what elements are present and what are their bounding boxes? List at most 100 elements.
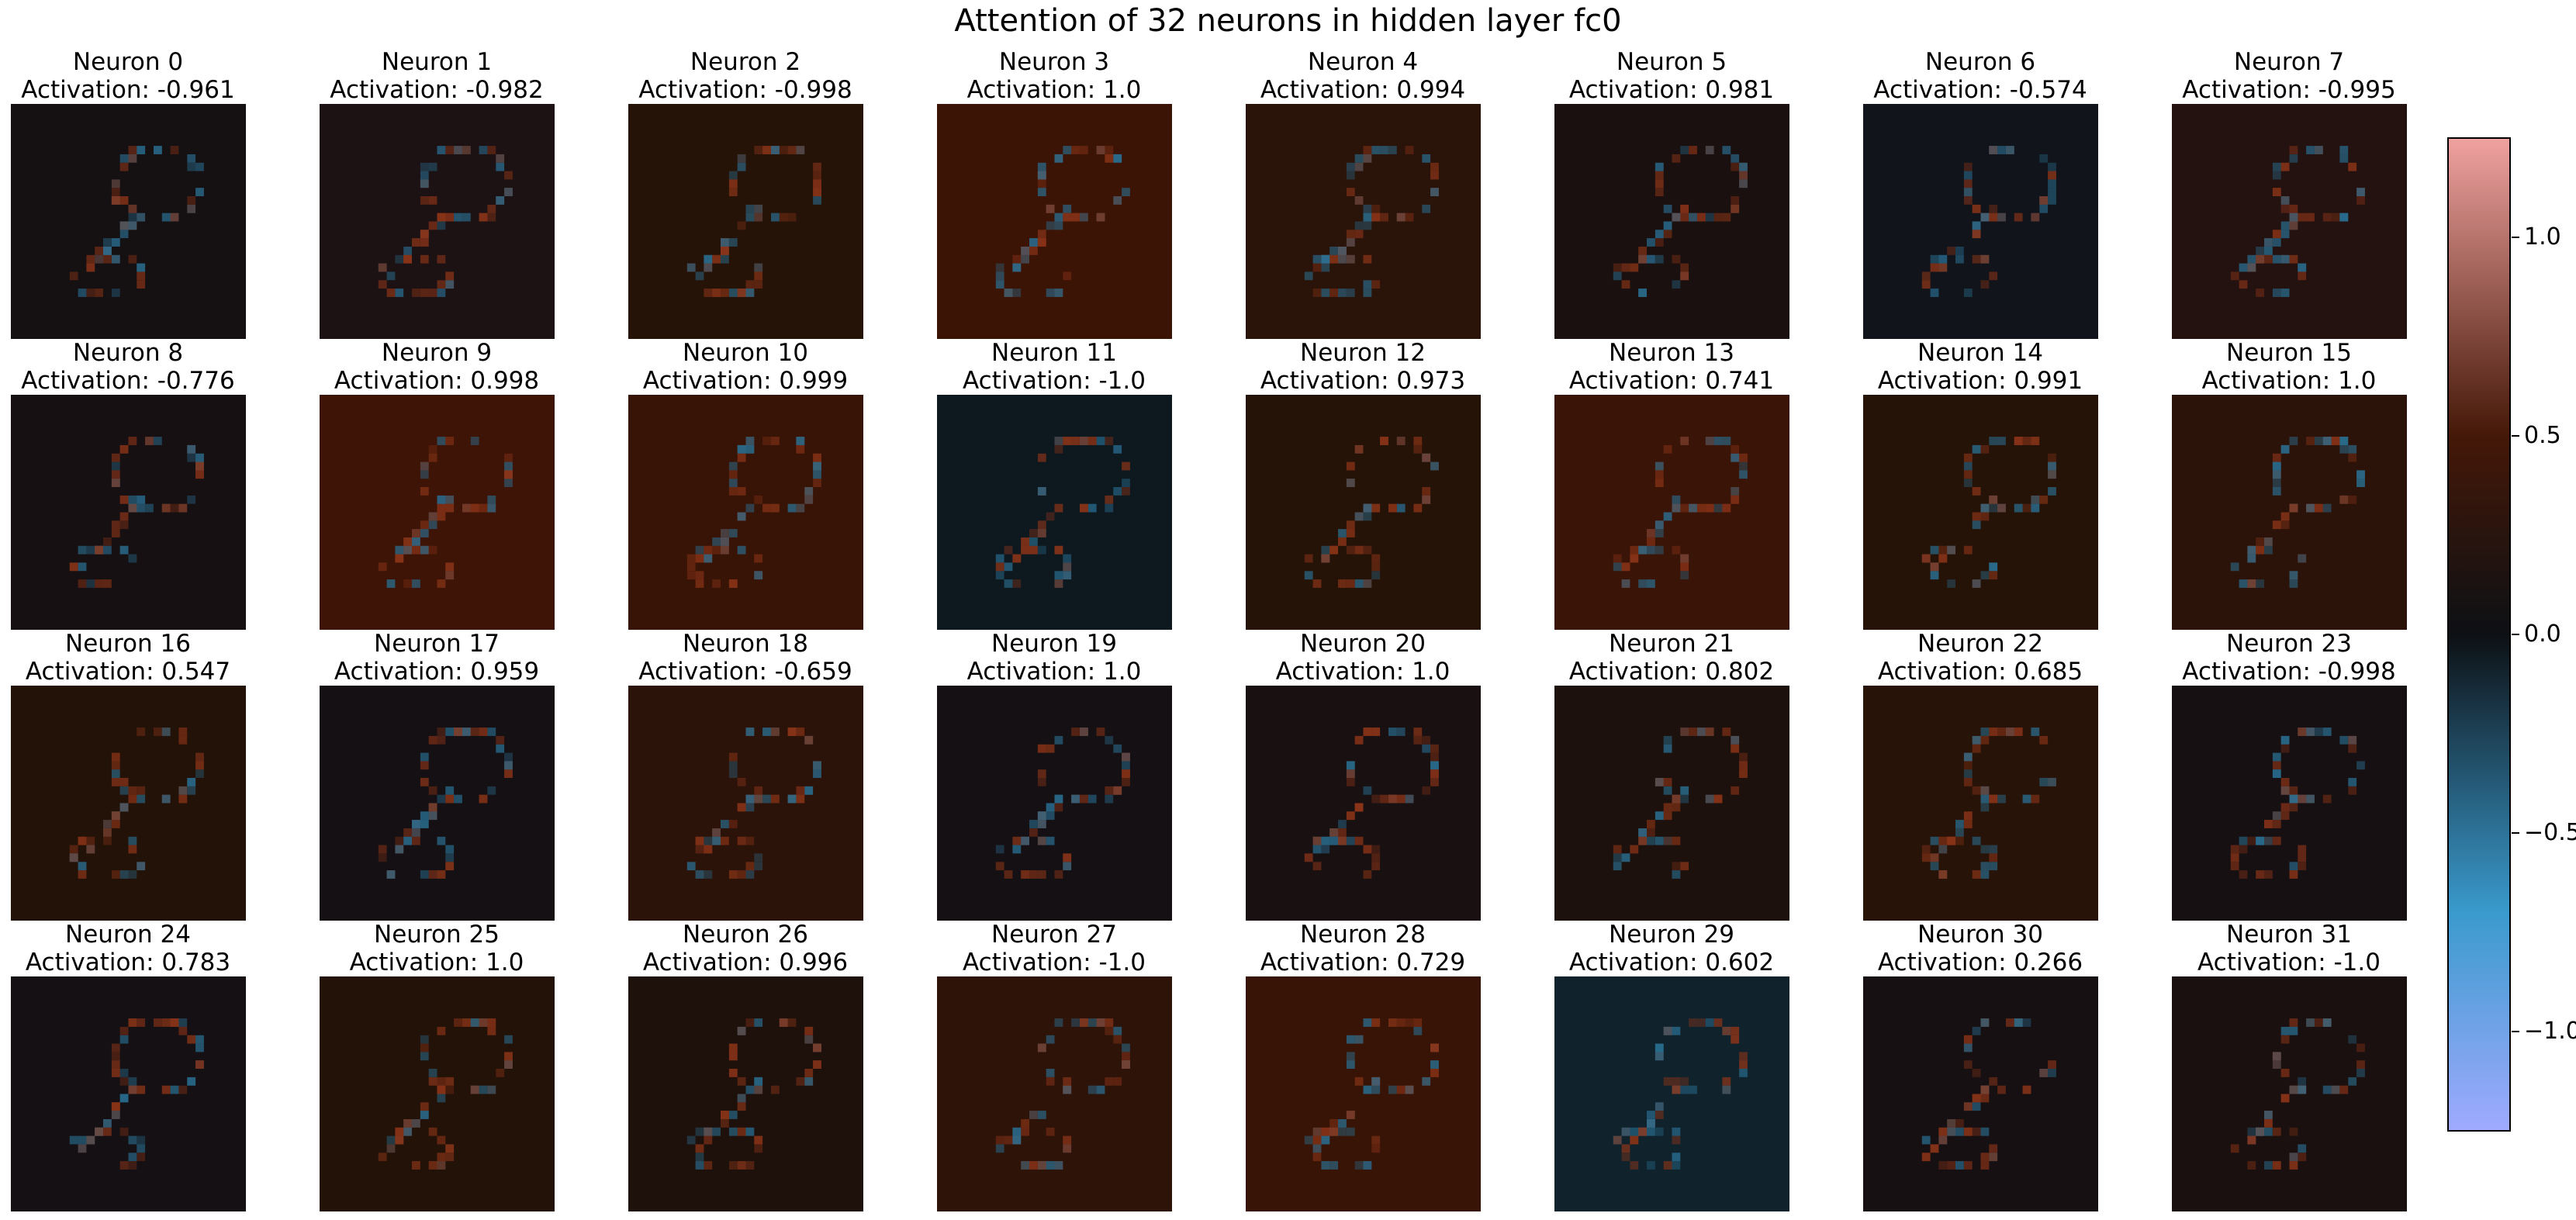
heatmap-pixel xyxy=(695,845,704,854)
heatmap-pixel xyxy=(136,280,145,289)
heatmap-pixel xyxy=(2255,289,2264,297)
heatmap-pixel xyxy=(1062,146,1071,154)
heatmap-pixel xyxy=(503,461,513,471)
heatmap-pixel xyxy=(128,254,137,264)
activation-label: Activation: 0.999 xyxy=(642,367,849,395)
heatmap-pixel xyxy=(437,579,445,588)
heatmap-pixel xyxy=(1430,744,1439,753)
activation-label: Activation: -0.982 xyxy=(330,76,544,104)
heatmap-pixel xyxy=(695,1127,704,1136)
heatmap-pixel xyxy=(1972,1127,1980,1136)
heatmap-pixel xyxy=(795,728,804,736)
heatmap-pixel xyxy=(695,1144,704,1153)
heatmap-pixel xyxy=(378,263,387,272)
heatmap-pixel xyxy=(128,503,137,513)
heatmap-pixel xyxy=(428,811,437,821)
heatmap-pixel xyxy=(1371,1144,1380,1153)
heatmap-pixel xyxy=(1963,162,1973,171)
heatmap-pixel xyxy=(1663,735,1672,745)
heatmap-pixel xyxy=(1679,204,1689,213)
heatmap-pixel xyxy=(1062,1144,1071,1153)
heatmap-pixel xyxy=(720,545,729,555)
heatmap-pixel xyxy=(745,1085,754,1094)
heatmap-pixel xyxy=(1730,495,1739,504)
activation-label: Activation: 0.729 xyxy=(1260,949,1466,976)
heatmap-pixel xyxy=(437,836,445,845)
heatmap-pixel xyxy=(411,1119,420,1128)
heatmap-pixel xyxy=(1655,1102,1664,1111)
heatmap-pixel xyxy=(2280,444,2289,454)
heatmap-pixel xyxy=(2305,213,2315,222)
heatmap-pixel xyxy=(1363,221,1371,230)
heatmap-pixel xyxy=(1029,238,1038,247)
heatmap-pixel xyxy=(2289,571,2298,580)
heatmap-pixel xyxy=(2230,862,2239,871)
heatmap-pixel xyxy=(1430,171,1439,180)
heatmap-pixel xyxy=(753,146,762,154)
heatmap-pixel xyxy=(2280,778,2289,786)
heatmap-pixel xyxy=(428,1077,437,1086)
heatmap-pixel xyxy=(111,1043,120,1052)
heatmap-pixel xyxy=(1738,453,1748,462)
heatmap-pixel xyxy=(1121,1043,1130,1052)
heatmap-pixel xyxy=(420,196,429,205)
neuron-label: Neuron 5 xyxy=(1616,48,1727,76)
heatmap-pixel xyxy=(995,271,1004,281)
activation-label: Activation: 0.547 xyxy=(25,658,231,686)
heatmap-pixel xyxy=(1121,188,1130,196)
heatmap-pixel xyxy=(737,1161,745,1170)
heatmap-pixel xyxy=(1705,503,1714,513)
heatmap-pixel xyxy=(2280,230,2289,239)
heatmap-pixel xyxy=(1346,545,1355,555)
heatmap-pixel xyxy=(1938,1161,1947,1170)
heatmap-pixel xyxy=(437,1085,445,1094)
activation-label: Activation: 1.0 xyxy=(1275,658,1451,686)
heatmap-pixel xyxy=(1121,487,1130,496)
heatmap-pixel xyxy=(1655,520,1664,530)
heatmap-pixel xyxy=(2038,735,2048,745)
heatmap-pixel xyxy=(1963,811,1973,821)
heatmap-pixel xyxy=(753,554,762,563)
heatmap-pixel xyxy=(1079,794,1088,804)
heatmap-pixel xyxy=(1713,1018,1722,1027)
heatmap-pixel xyxy=(1637,545,1647,555)
heatmap-pixel xyxy=(1688,1085,1697,1094)
heatmap-pixel xyxy=(111,1111,120,1119)
heatmap-pixel xyxy=(1646,1161,1655,1170)
heatmap-pixel xyxy=(1655,254,1664,264)
heatmap-pixel xyxy=(1363,503,1371,513)
heatmap-pixel xyxy=(1405,213,1413,222)
heatmap-pixel xyxy=(2239,836,2247,845)
heatmap-pixel xyxy=(394,554,403,563)
heatmap-pixel xyxy=(403,836,412,845)
heatmap-pixel xyxy=(2014,503,2023,513)
heatmap-pixel xyxy=(386,1144,395,1153)
heatmap-pixel xyxy=(1104,1026,1113,1035)
heatmap-pixel xyxy=(1613,845,1622,854)
heatmap-pixel xyxy=(1730,786,1739,795)
heatmap-pixel xyxy=(119,1026,128,1035)
heatmap-pixel xyxy=(428,512,437,521)
heatmap-pixel xyxy=(1062,1077,1071,1086)
heatmap-pixel xyxy=(186,1035,195,1044)
heatmap-pixel xyxy=(1672,1085,1680,1094)
heatmap-pixel xyxy=(1972,836,1980,845)
heatmap-pixel xyxy=(1405,1085,1413,1094)
heatmap-pixel xyxy=(85,263,95,272)
heatmap-pixel xyxy=(386,1144,395,1153)
heatmap-pixel xyxy=(437,1135,445,1145)
neuron-panel: Neuron 6 Activation: -0.574 xyxy=(1860,48,2101,339)
heatmap-pixel xyxy=(787,146,796,154)
heatmap-pixel xyxy=(1312,845,1321,854)
heatmap-pixel xyxy=(2297,1153,2306,1162)
heatmap-pixel xyxy=(119,495,128,504)
heatmap-pixel xyxy=(1037,529,1046,537)
heatmap-pixel xyxy=(111,238,120,247)
heatmap-pixel xyxy=(1354,1161,1363,1170)
heatmap-pixel xyxy=(2289,437,2298,445)
heatmap-pixel xyxy=(1972,204,1980,213)
heatmap-pixel xyxy=(2272,461,2281,471)
heatmap-pixel xyxy=(745,870,754,879)
heatmap-pixel xyxy=(2339,437,2348,445)
heatmap-pixel xyxy=(462,1018,471,1027)
